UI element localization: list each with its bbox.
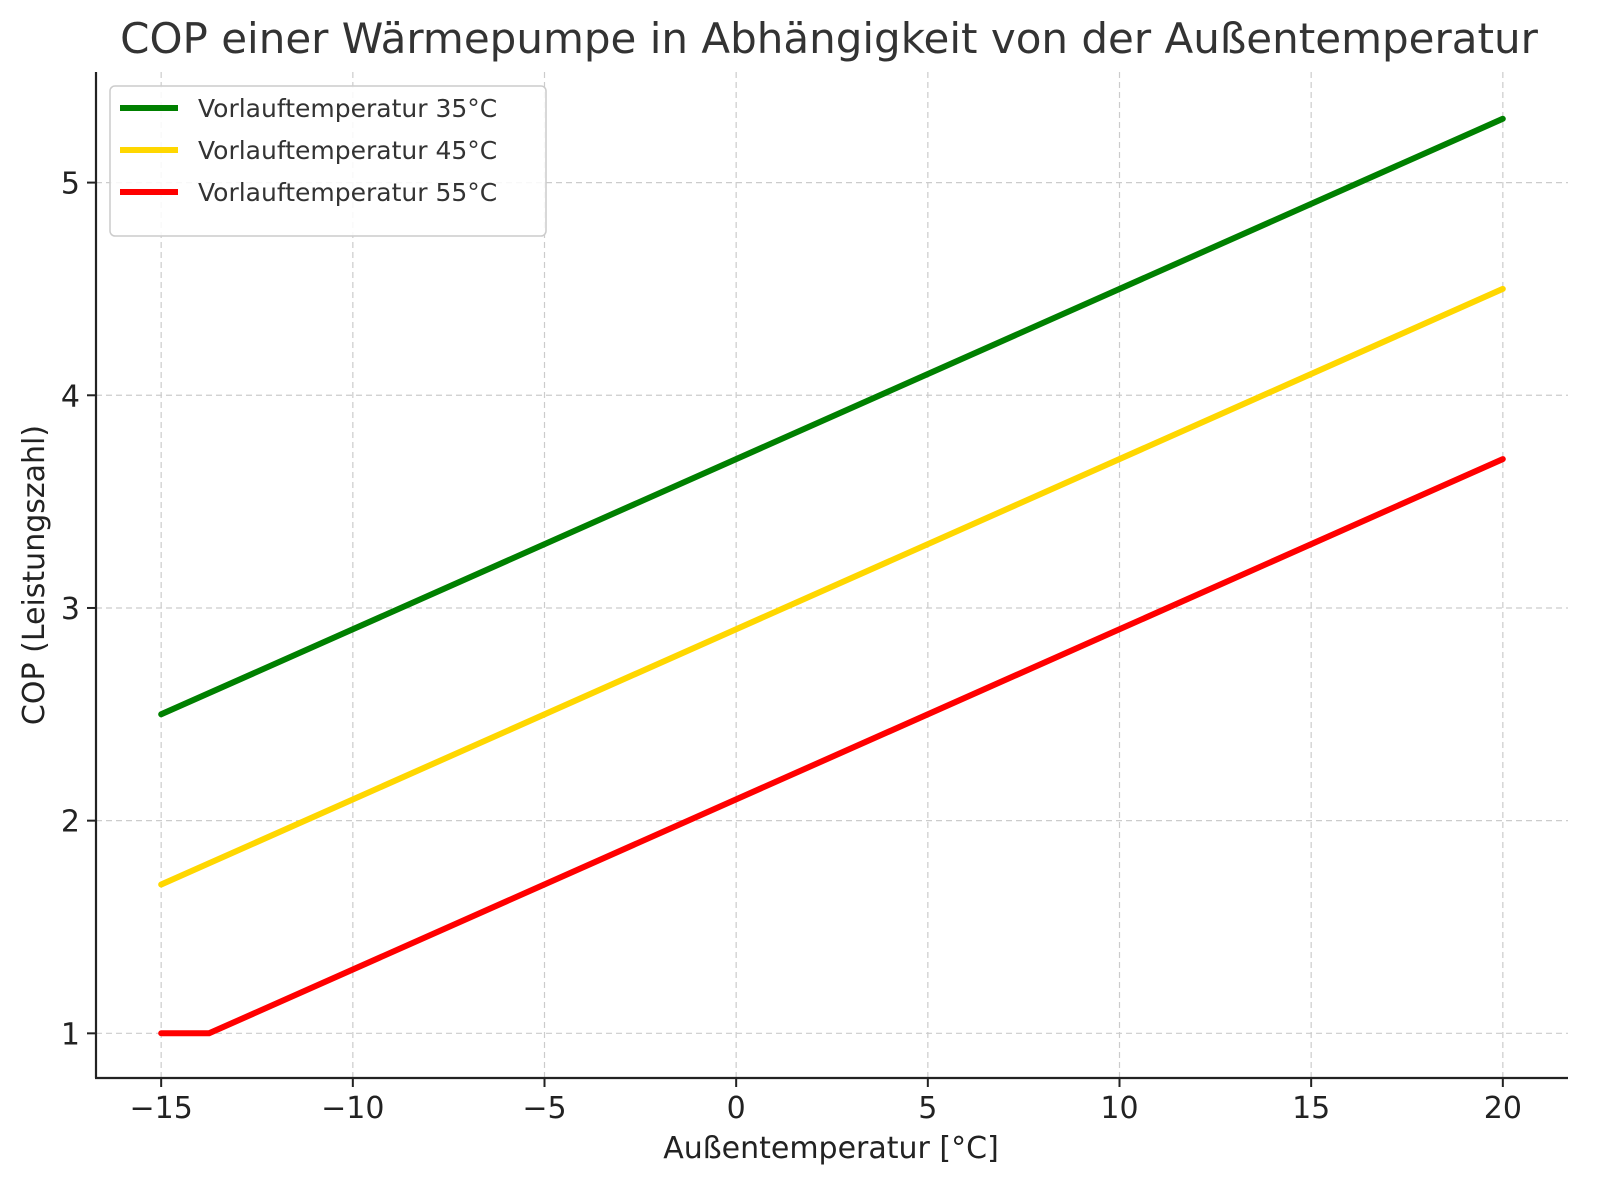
legend-entry-2: Vorlauftemperatur 45°C	[198, 136, 497, 165]
x-tick-label: 5	[918, 1091, 937, 1126]
y-tick-label: 2	[61, 805, 80, 840]
series-line-1	[158, 115, 1506, 718]
axes	[94, 72, 1568, 1080]
legend-entry-3: Vorlauftemperatur 55°C	[198, 178, 497, 207]
x-tick-label: 0	[727, 1091, 746, 1126]
x-ticks: −15 −10 −5 0 5 10 15 20	[130, 1078, 1522, 1126]
x-axis-label: Außentemperatur [°C]	[663, 1131, 999, 1166]
y-tick-label: 1	[61, 1017, 80, 1052]
series-line-2	[158, 285, 1506, 888]
y-axis-label: COP (Leistungszahl)	[17, 425, 52, 725]
y-tick-label: 4	[61, 379, 80, 414]
legend-box	[109, 85, 547, 237]
series-group	[158, 115, 1506, 1037]
x-tick-label: 10	[1100, 1091, 1138, 1126]
series-line-3	[158, 456, 1506, 1037]
y-ticks: 1 2 3 4 5	[61, 167, 96, 1052]
x-tick-label: −15	[130, 1091, 193, 1126]
legend-entry-1: Vorlauftemperatur 35°C	[198, 94, 497, 123]
x-tick-label: 15	[1292, 1091, 1330, 1126]
y-tick-label: 3	[61, 592, 80, 627]
x-tick-label: −5	[522, 1091, 566, 1126]
x-tick-label: 20	[1484, 1091, 1522, 1126]
y-tick-label: 5	[61, 167, 80, 202]
legend: Vorlauftemperatur 35°C Vorlauftemperatur …	[109, 85, 547, 237]
x-tick-label: −10	[321, 1091, 384, 1126]
chart-title: COP einer Wärmepumpe in Abhängigkeit von…	[120, 14, 1538, 63]
